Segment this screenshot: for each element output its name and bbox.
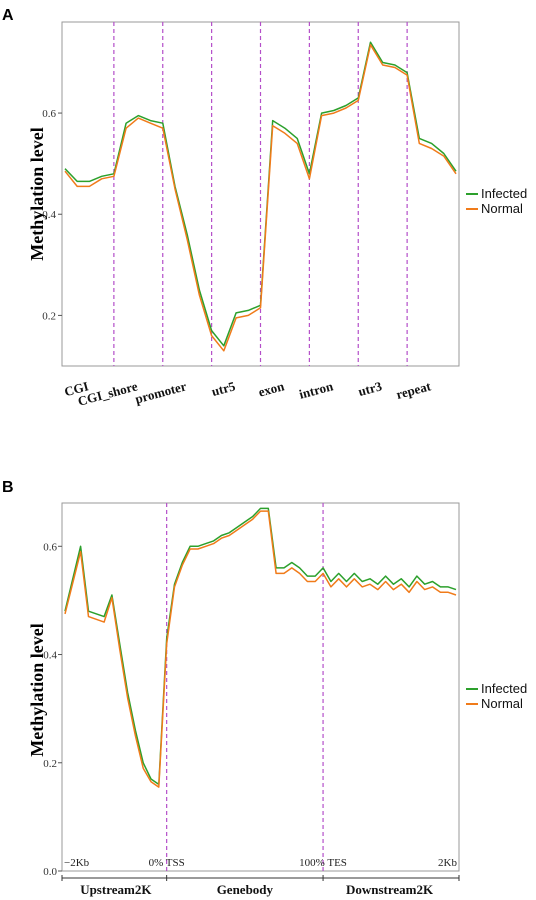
panel-b-letter: B: [2, 479, 14, 496]
y-tick-label: 0.2: [42, 310, 56, 322]
panel-a-lines: [64, 41, 457, 352]
x-tick-label: 2Kb: [438, 857, 457, 869]
series-line-normal: [64, 44, 457, 352]
legend-normal-label: Normal: [481, 201, 523, 216]
y-tick-label: 0.6: [43, 541, 57, 553]
category-label: utr3: [357, 378, 384, 399]
panel-a-letter: A: [2, 7, 14, 24]
panel-b-dividers: [166, 503, 324, 871]
region-label: Upstream2K: [80, 882, 152, 897]
panel-b-region-labels: Upstream2K Genebody Downstream2K: [61, 875, 460, 897]
x-tick-label: 100% TES: [299, 857, 347, 869]
category-label: intron: [297, 378, 335, 402]
legend-infected-label: Infected: [481, 681, 527, 696]
y-tick-label: 0.0: [43, 866, 57, 878]
panel-b-y-ticks: 0.0 0.2 0.4 0.6: [43, 541, 62, 878]
category-label: utr5: [210, 378, 237, 399]
legend-infected-label: Infected: [481, 186, 527, 201]
panel-a-y-ticks: 0.2 0.4 0.6: [42, 108, 62, 322]
region-label: Genebody: [217, 882, 274, 897]
panel-b-x-ticks: −2Kb 0% TSS 100% TES 2Kb: [64, 857, 457, 869]
y-tick-label: 0.4: [42, 209, 56, 221]
x-tick-label: 0% TSS: [149, 857, 185, 869]
y-tick-label: 0.4: [43, 650, 57, 662]
panel-b-lines: [64, 507, 457, 788]
panel-b-legend: Infected Normal: [466, 681, 527, 711]
y-tick-label: 0.2: [43, 758, 57, 770]
category-label: CGI: [63, 378, 91, 399]
series-line-normal: [64, 510, 457, 788]
panel-b: B 0.0 0.2 0.4 0.6 −2Kb 0% TSS 100% TES 2Kb Met…: [2, 479, 527, 897]
legend-normal-label: Normal: [481, 696, 523, 711]
x-tick-label: −2Kb: [64, 857, 90, 869]
series-line-infected: [64, 507, 457, 786]
panel-b-y-axis-label: Methylation level: [27, 623, 47, 756]
panel-a-y-axis-label: Methylation level: [27, 127, 47, 260]
panel-a-legend: Infected Normal: [466, 186, 527, 216]
region-label: Downstream2K: [346, 882, 434, 897]
panel-b-plot-frame: [61, 502, 460, 872]
category-label: repeat: [395, 378, 433, 402]
category-label: exon: [257, 378, 287, 399]
category-label: promoter: [133, 378, 188, 406]
y-tick-label: 0.6: [42, 108, 56, 120]
